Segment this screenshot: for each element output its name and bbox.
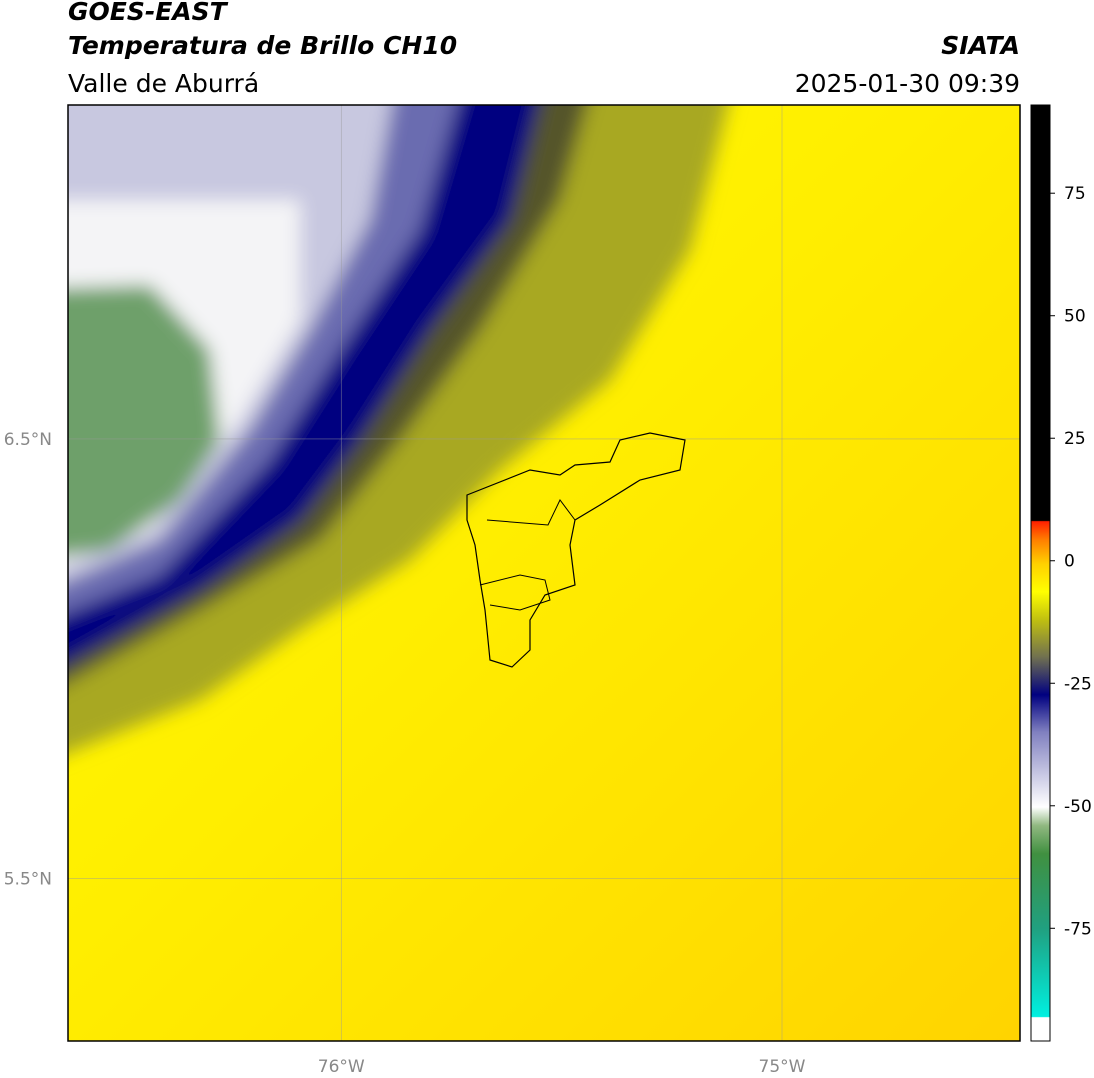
x-tick-label: 76°W: [318, 1057, 365, 1077]
y-tick-label: 6.5°N: [4, 430, 52, 450]
colorbar-tick-label: -75: [1064, 919, 1092, 939]
colorbar-ticks: 75 50 25 0 -25 -50 -75: [1050, 184, 1092, 939]
subtitle: Temperatura de Brillo CH10: [68, 31, 457, 60]
map-frame: [67, 104, 1021, 1042]
municipal-boundaries: [486, 499, 576, 526]
colorbar-tick-label: 75: [1064, 184, 1086, 204]
y-tick-label: 5.5°N: [4, 869, 52, 889]
colorbar-tick-label: -50: [1064, 797, 1092, 817]
source: SIATA: [941, 31, 1020, 60]
colorbar-tick-label: 25: [1064, 429, 1086, 449]
municipal-boundaries: [479, 574, 551, 611]
graticule: 76°W 75°W 6.5°N 5.5°N: [4, 105, 1020, 1077]
colorbar-tick-label: -25: [1064, 674, 1092, 694]
municipal-boundaries: [466, 432, 686, 668]
colorbar: [1030, 104, 1051, 1042]
colorbar-tick-label: 50: [1064, 307, 1086, 327]
title: GOES-EAST: [68, 0, 229, 26]
timestamp: 2025-01-30 09:39: [795, 69, 1020, 98]
region: Valle de Aburrá: [68, 69, 259, 98]
x-tick-label: 75°W: [759, 1057, 806, 1077]
temperature-field: [68, 105, 1020, 1041]
colorbar-tick-label: 0: [1064, 552, 1075, 572]
